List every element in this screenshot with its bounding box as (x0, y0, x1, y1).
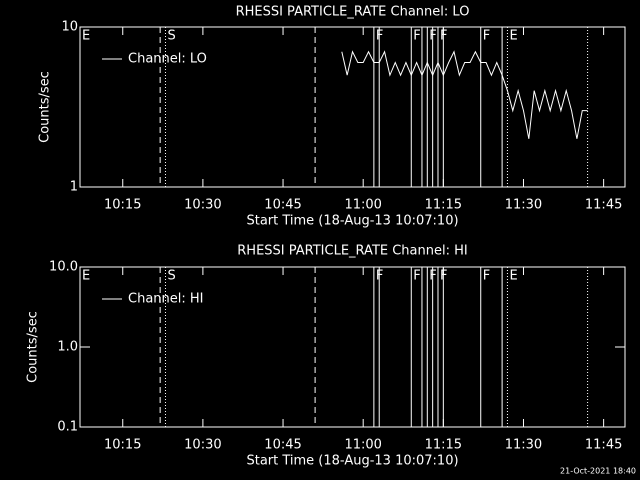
x-tick-label: 11:45 (585, 198, 622, 213)
x-axis-label: Start Time (18-Aug-13 10:07:10) (246, 214, 458, 229)
x-tick-label: 11:15 (425, 438, 462, 453)
x-axis-label: Start Time (18-Aug-13 10:07:10) (246, 454, 458, 469)
event-label: F (413, 29, 420, 44)
event-label: E (509, 269, 517, 284)
event-label: E (509, 29, 517, 44)
event-label: F (483, 269, 490, 284)
x-tick-label: 11:30 (505, 198, 542, 213)
event-label: S (167, 269, 175, 284)
legend-label: Channel: HI (128, 292, 204, 307)
y-tick-label: 0.1 (57, 420, 78, 435)
x-tick-label: 11:15 (425, 198, 462, 213)
y-tick-label: 1.0 (57, 340, 78, 355)
chart-title: RHESSI PARTICLE_RATE Channel: HI (237, 244, 467, 259)
y-axis-label: Counts/sec (26, 311, 41, 383)
x-tick-label: 11:30 (505, 438, 542, 453)
x-tick-label: 10:30 (184, 198, 221, 213)
plot-frame (79, 26, 626, 188)
footer: 21-Oct-2021 18:40 (560, 467, 636, 476)
data-line (341, 50, 588, 139)
event-label: S (167, 29, 175, 44)
y-tick-label: 10 (61, 20, 78, 35)
legend-label: Channel: LO (128, 52, 207, 67)
event-label: E (82, 269, 90, 284)
event-label: F (413, 269, 420, 284)
x-tick-label: 10:45 (264, 438, 301, 453)
chart-title: RHESSI PARTICLE_RATE Channel: LO (236, 5, 470, 20)
x-tick-label: 11:00 (344, 198, 381, 213)
y-axis-label: Counts/sec (38, 71, 53, 143)
event-label: F (483, 29, 490, 44)
y-tick-label: 10.0 (49, 260, 78, 275)
x-tick-label: 11:45 (585, 438, 622, 453)
y-tick-label: 1 (70, 180, 78, 195)
event-label: E (82, 29, 90, 44)
x-tick-label: 10:15 (104, 198, 141, 213)
x-tick-label: 10:30 (184, 438, 221, 453)
x-tick-label: 10:15 (104, 438, 141, 453)
x-tick-label: 10:45 (264, 198, 301, 213)
x-tick-label: 11:00 (344, 438, 381, 453)
